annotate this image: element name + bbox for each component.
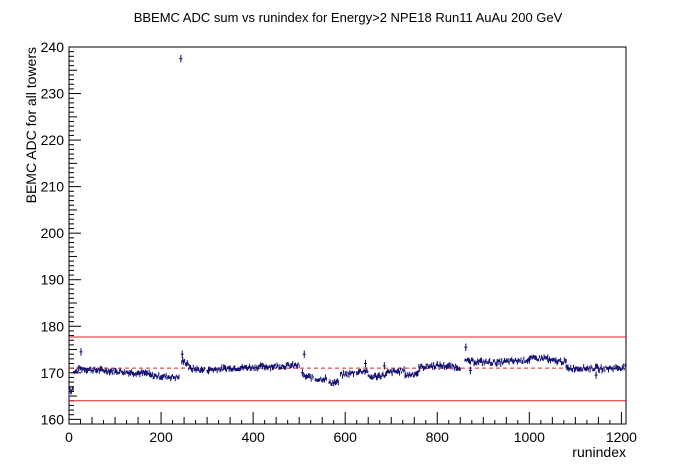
- y-tick-label: 160: [41, 411, 65, 427]
- y-tick-label: 220: [41, 132, 65, 148]
- y-tick-label: 230: [41, 86, 65, 102]
- y-tick-label: 240: [41, 39, 65, 55]
- y-tick-label: 190: [41, 272, 65, 288]
- y-axis-title: BEMC ADC for all towers: [23, 47, 39, 203]
- x-tick-label: 0: [65, 429, 73, 445]
- x-tick-label: 800: [426, 429, 450, 445]
- x-tick-label: 1000: [514, 429, 545, 445]
- x-tick-label: 1200: [606, 429, 637, 445]
- x-tick-label: 400: [241, 429, 265, 445]
- chart-title: BBEMC ADC sum vs runindex for Energy>2 N…: [133, 10, 563, 25]
- y-tick-label: 200: [41, 225, 65, 241]
- y-tick-label: 180: [41, 318, 65, 334]
- y-tick-label: 170: [41, 365, 65, 381]
- x-axis-title: runindex: [572, 444, 626, 460]
- y-tick-label: 210: [41, 179, 65, 195]
- x-tick-label: 200: [149, 429, 173, 445]
- plot-frame: [68, 46, 627, 425]
- x-tick-label: 600: [334, 429, 358, 445]
